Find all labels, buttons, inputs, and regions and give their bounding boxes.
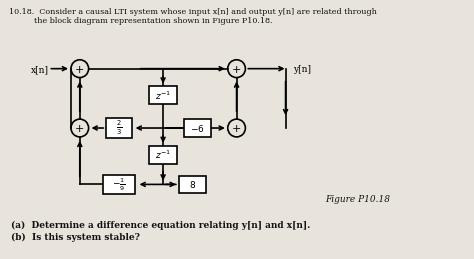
Bar [179,176,206,193]
Bar [149,87,177,104]
Text: Figure P10.18: Figure P10.18 [325,195,390,204]
Bar [149,146,177,164]
Text: y[n]: y[n] [293,65,311,74]
Text: $z^{-1}$: $z^{-1}$ [155,148,171,161]
Text: the block diagram representation shown in Figure P10.18.: the block diagram representation shown i… [9,17,273,25]
Text: +: + [232,124,241,134]
Text: (b)  Is this system stable?: (b) Is this system stable? [11,233,140,242]
Text: 10.18.  Consider a causal LTI system whose input x[n] and output y[n] are relate: 10.18. Consider a causal LTI system whos… [9,8,377,16]
Text: $-6$: $-6$ [190,123,205,134]
Text: (a)  Determine a difference equation relating y[n] and x[n].: (a) Determine a difference equation rela… [11,221,310,230]
Text: $\frac{2}{3}$: $\frac{2}{3}$ [116,119,122,137]
Text: +: + [75,124,84,134]
Text: +: + [232,65,241,75]
Text: x[n]: x[n] [31,65,49,74]
Text: +: + [75,65,84,75]
Text: $8$: $8$ [189,179,196,190]
Bar [106,118,132,138]
Bar [103,175,135,194]
Bar [183,119,211,137]
Text: $z^{-1}$: $z^{-1}$ [155,89,171,102]
Text: $-\frac{1}{9}$: $-\frac{1}{9}$ [112,176,126,193]
